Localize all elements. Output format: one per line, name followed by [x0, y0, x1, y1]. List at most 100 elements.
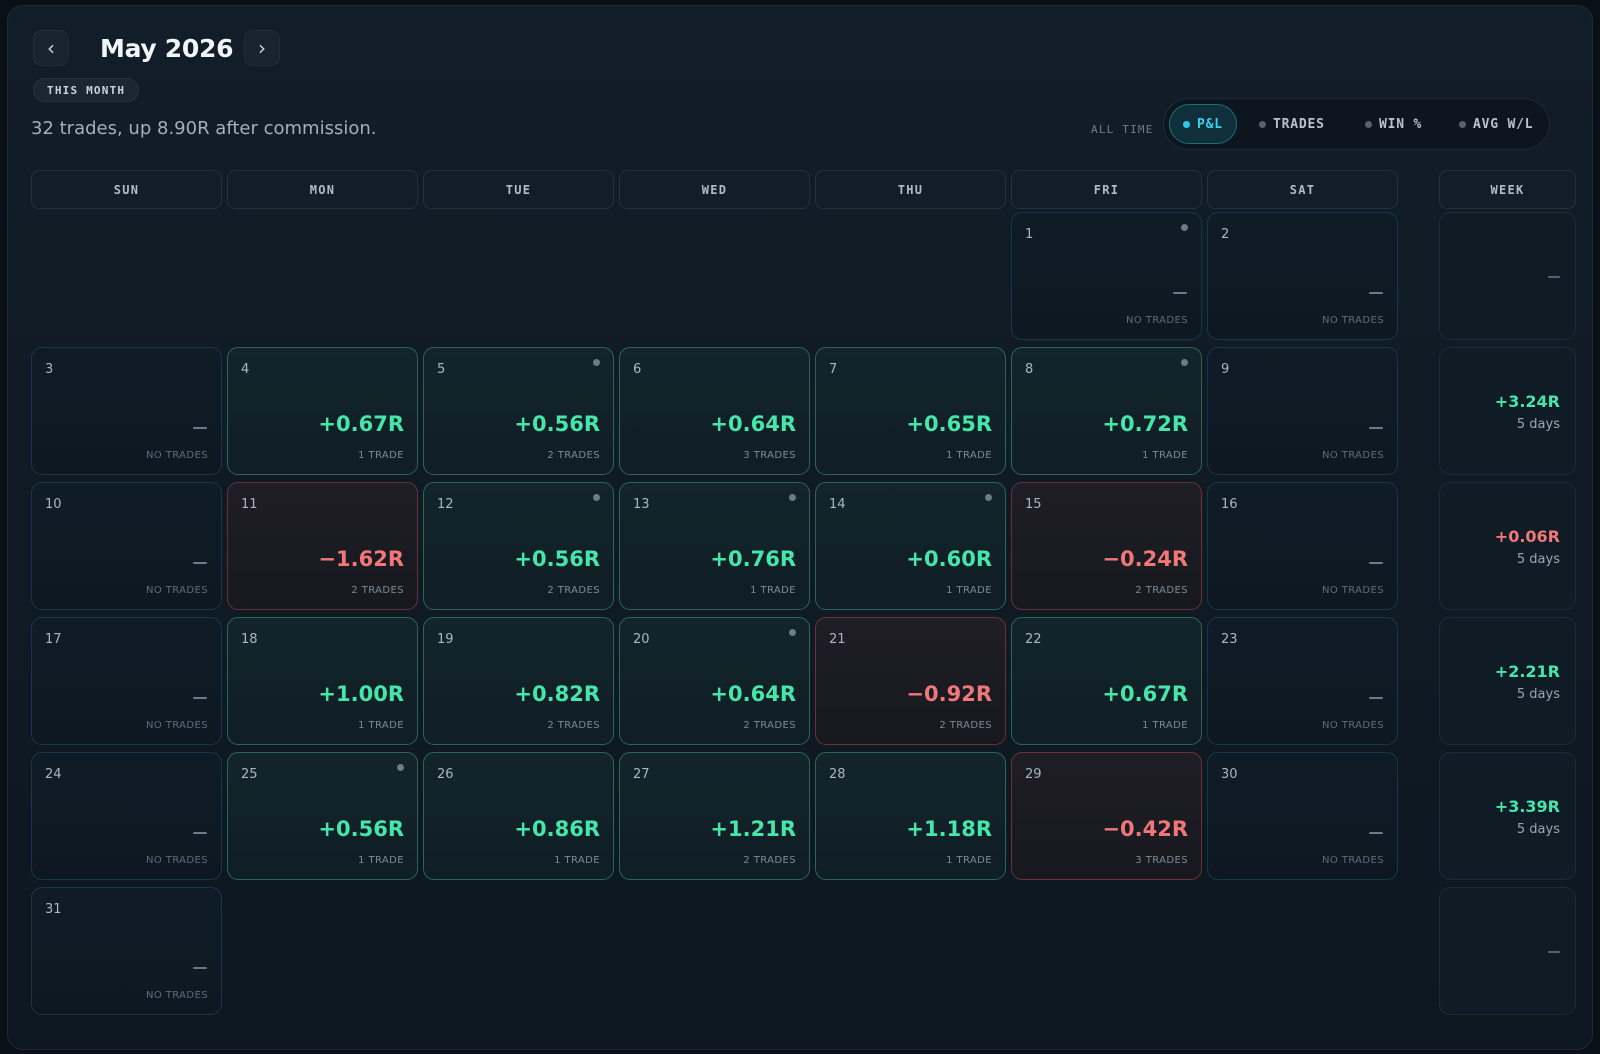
week-pnl-value: +3.39R: [1494, 797, 1560, 816]
metric-win-rate-option[interactable]: WIN %: [1352, 104, 1435, 144]
month-summary: 32 trades, up 8.90R after commission.: [31, 118, 377, 139]
day-cell-12[interactable]: 12 +0.56R 2 TRADES: [423, 482, 614, 610]
day-number: 14: [829, 497, 846, 512]
day-number: 24: [45, 767, 62, 782]
no-value-dash-icon: [193, 562, 207, 564]
day-cell-27[interactable]: 27 +1.21R 2 TRADES: [619, 752, 810, 880]
day-cell-21[interactable]: 21 −0.92R 2 TRADES: [815, 617, 1006, 745]
week-summary-3[interactable]: +0.06R 5 days: [1439, 482, 1576, 610]
day-cell-13[interactable]: 13 +0.76R 1 TRADE: [619, 482, 810, 610]
day-cell-16[interactable]: 16 NO TRADES: [1207, 482, 1398, 610]
day-number: 27: [633, 767, 650, 782]
week-summary-6[interactable]: [1439, 887, 1576, 1015]
day-cell-14[interactable]: 14 +0.60R 1 TRADE: [815, 482, 1006, 610]
day-trade-count: 2 TRADES: [547, 720, 600, 731]
day-cell-29[interactable]: 29 −0.42R 3 TRADES: [1011, 752, 1202, 880]
day-cell-4[interactable]: 4 +0.67R 1 TRADE: [227, 347, 418, 475]
week-days-count: 5 days: [1516, 417, 1560, 432]
note-dot-icon: [593, 359, 600, 366]
day-pnl-value: +0.72R: [1102, 412, 1188, 436]
day-trade-count: 3 TRADES: [1135, 855, 1188, 866]
week-summary-5[interactable]: +3.39R 5 days: [1439, 752, 1576, 880]
day-cell-11[interactable]: 11 −1.62R 2 TRADES: [227, 482, 418, 610]
day-trade-count: 2 TRADES: [351, 585, 404, 596]
day-cell-8[interactable]: 8 +0.72R 1 TRADE: [1011, 347, 1202, 475]
day-cell-3[interactable]: 3 NO TRADES: [31, 347, 222, 475]
day-pnl-value: −0.92R: [906, 682, 992, 706]
week-summary-4[interactable]: +2.21R 5 days: [1439, 617, 1576, 745]
status-dot-icon: [1183, 120, 1190, 128]
week-days-count: 5 days: [1516, 552, 1560, 567]
no-value-dash-icon: [1369, 562, 1383, 564]
day-cell-31[interactable]: 31 NO TRADES: [31, 887, 222, 1015]
no-value-dash-icon: [193, 697, 207, 699]
week-summary-1[interactable]: [1439, 212, 1576, 340]
no-value-dash-icon: [1369, 832, 1383, 834]
day-pnl-value: +0.64R: [710, 412, 796, 436]
day-cell-26[interactable]: 26 +0.86R 1 TRADE: [423, 752, 614, 880]
day-cell-5[interactable]: 5 +0.56R 2 TRADES: [423, 347, 614, 475]
no-value-dash-icon: [1173, 292, 1187, 294]
day-pnl-value: +0.86R: [514, 817, 600, 841]
weekday-header-thu: THU: [815, 170, 1006, 209]
metric-pnl-option[interactable]: P&L: [1169, 104, 1237, 144]
calendar-panel: ‹ May 2026 › THIS MONTH 32 trades, up 8.…: [7, 5, 1593, 1050]
day-cell-28[interactable]: 28 +1.18R 1 TRADE: [815, 752, 1006, 880]
day-trade-count: NO TRADES: [146, 855, 208, 866]
metric-avg-wl-option[interactable]: AVG W/L: [1446, 104, 1546, 144]
day-trade-count: 1 TRADE: [358, 855, 404, 866]
day-trade-count: 1 TRADE: [946, 855, 992, 866]
day-trade-count: NO TRADES: [1126, 315, 1188, 326]
day-trade-count: NO TRADES: [1322, 585, 1384, 596]
no-value-dash-icon: [1548, 951, 1560, 953]
metric-trades-option[interactable]: TRADES: [1246, 104, 1338, 144]
no-value-dash-icon: [1369, 427, 1383, 429]
this-month-badge[interactable]: THIS MONTH: [33, 78, 140, 102]
all-time-label: ALL TIME: [1091, 123, 1154, 136]
day-cell-25[interactable]: 25 +0.56R 1 TRADE: [227, 752, 418, 880]
month-title: May 2026: [100, 34, 234, 63]
day-cell-24[interactable]: 24 NO TRADES: [31, 752, 222, 880]
weekday-header-fri: FRI: [1011, 170, 1202, 209]
day-cell-15[interactable]: 15 −0.24R 2 TRADES: [1011, 482, 1202, 610]
day-number: 4: [241, 362, 250, 377]
day-trade-count: NO TRADES: [146, 450, 208, 461]
weekday-header-sun: SUN: [31, 170, 222, 209]
day-pnl-value: +1.00R: [318, 682, 404, 706]
day-number: 10: [45, 497, 62, 512]
week-summary-2[interactable]: +3.24R 5 days: [1439, 347, 1576, 475]
note-dot-icon: [397, 764, 404, 771]
day-number: 23: [1221, 632, 1238, 647]
day-cell-18[interactable]: 18 +1.00R 1 TRADE: [227, 617, 418, 745]
day-cell-10[interactable]: 10 NO TRADES: [31, 482, 222, 610]
day-pnl-value: +0.56R: [318, 817, 404, 841]
prev-month-button[interactable]: ‹: [33, 30, 69, 66]
day-cell-23[interactable]: 23 NO TRADES: [1207, 617, 1398, 745]
day-number: 22: [1025, 632, 1042, 647]
day-number: 31: [45, 902, 62, 917]
day-cell-30[interactable]: 30 NO TRADES: [1207, 752, 1398, 880]
day-cell-22[interactable]: 22 +0.67R 1 TRADE: [1011, 617, 1202, 745]
day-trade-count: 2 TRADES: [743, 855, 796, 866]
day-cell-20[interactable]: 20 +0.64R 2 TRADES: [619, 617, 810, 745]
day-number: 7: [829, 362, 838, 377]
day-cell-6[interactable]: 6 +0.64R 3 TRADES: [619, 347, 810, 475]
day-cell-1[interactable]: 1 NO TRADES: [1011, 212, 1202, 340]
day-trade-count: NO TRADES: [1322, 450, 1384, 461]
day-number: 11: [241, 497, 258, 512]
day-pnl-value: +0.64R: [710, 682, 796, 706]
next-month-button[interactable]: ›: [244, 30, 280, 66]
no-value-dash-icon: [193, 427, 207, 429]
day-cell-17[interactable]: 17 NO TRADES: [31, 617, 222, 745]
day-cell-7[interactable]: 7 +0.65R 1 TRADE: [815, 347, 1006, 475]
day-cell-19[interactable]: 19 +0.82R 2 TRADES: [423, 617, 614, 745]
day-number: 13: [633, 497, 650, 512]
day-number: 18: [241, 632, 258, 647]
day-pnl-value: −1.62R: [318, 547, 404, 571]
day-pnl-value: +0.56R: [514, 547, 600, 571]
day-number: 25: [241, 767, 258, 782]
day-cell-2[interactable]: 2 NO TRADES: [1207, 212, 1398, 340]
day-number: 30: [1221, 767, 1238, 782]
day-pnl-value: +0.82R: [514, 682, 600, 706]
day-cell-9[interactable]: 9 NO TRADES: [1207, 347, 1398, 475]
